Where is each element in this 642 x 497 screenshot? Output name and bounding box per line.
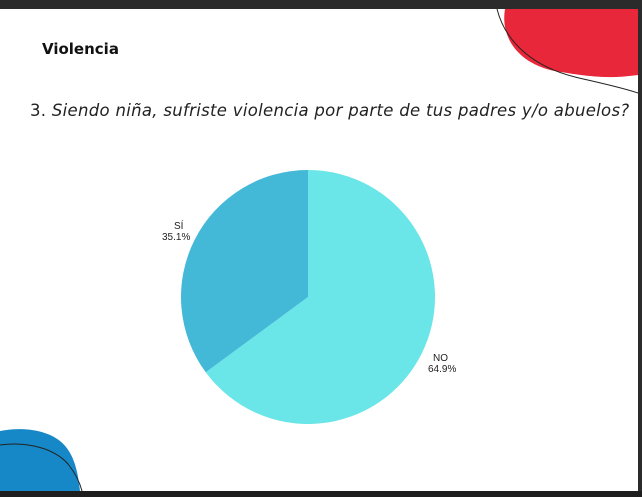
decor-blob-red	[504, 9, 638, 78]
pie-slice-no	[205, 170, 436, 425]
slide: Violencia 3. Siendo niña, sufriste viole…	[0, 9, 638, 491]
slide-heading: Violencia	[42, 40, 119, 58]
question: 3. Siendo niña, sufriste violencia por p…	[30, 101, 629, 120]
pie-label-no: NO	[433, 353, 448, 364]
decor-blob-red-outline	[496, 9, 638, 94]
pie-slice-si	[181, 170, 308, 373]
pie-value-si: 35.1%	[162, 232, 190, 243]
decor-blob-blue	[0, 429, 80, 491]
question-number: 3.	[30, 101, 47, 120]
question-text: Siendo niña, sufriste violencia por part…	[51, 101, 630, 120]
pie-label-si: SÍ	[174, 219, 184, 232]
decor-blob-blue-outline	[0, 443, 83, 491]
bottom-bar	[0, 491, 642, 497]
pie-value-no: 64.9%	[428, 364, 456, 375]
